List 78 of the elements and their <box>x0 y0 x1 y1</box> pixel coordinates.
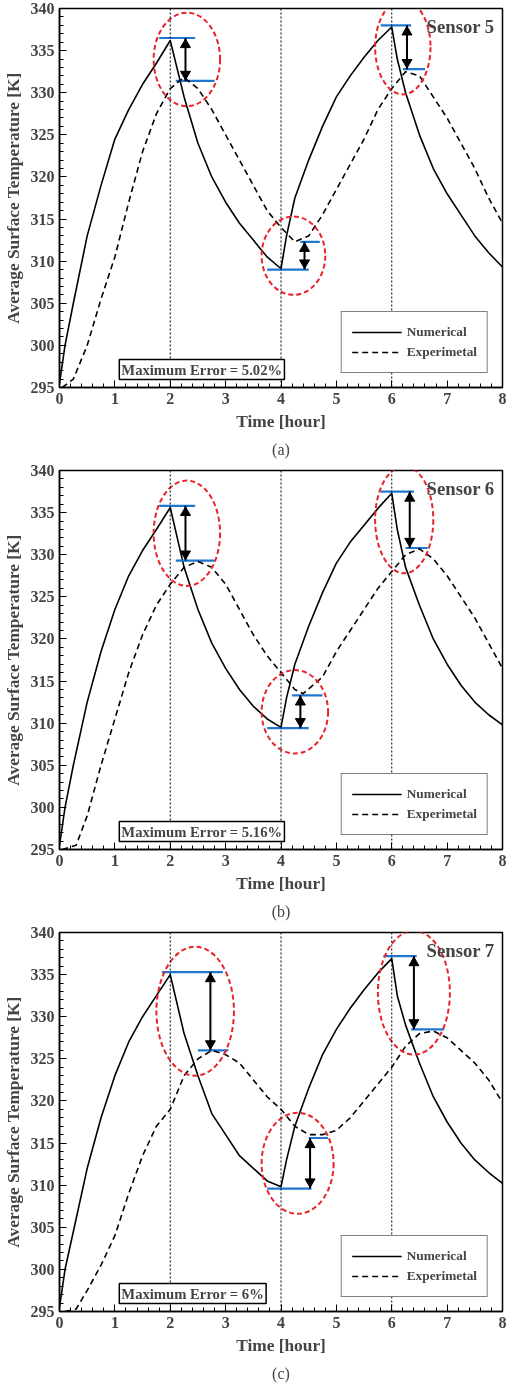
legend-label: Numerical <box>406 1248 467 1264</box>
x-tick-label: 4 <box>277 1313 285 1331</box>
y-tick-label: 330 <box>30 84 55 102</box>
y-tick-label: 320 <box>30 168 55 186</box>
x-tick-label: 8 <box>498 389 507 407</box>
x-tick-label: 6 <box>387 389 396 407</box>
legend-label: Experimetal <box>406 806 477 822</box>
y-tick-label: 310 <box>30 1176 55 1194</box>
y-tick-label: 330 <box>30 546 55 564</box>
y-tick-label: 300 <box>30 1260 55 1278</box>
x-tick-label: 5 <box>332 389 341 407</box>
x-tick-label: 2 <box>166 389 175 407</box>
annotation: Maximum Error = 5.02% <box>121 361 283 378</box>
annotation: Maximum Error = 6% <box>121 1285 264 1302</box>
x-tick-label: 1 <box>110 851 119 869</box>
y-tick-label: 305 <box>30 1218 55 1236</box>
y-tick-label: 330 <box>30 1008 55 1026</box>
y-tick-label: 340 <box>30 0 55 17</box>
x-tick-label: 8 <box>498 851 507 869</box>
y-tick-label: 300 <box>30 336 55 354</box>
x-tick-label: 2 <box>166 851 175 869</box>
y-tick-label: 325 <box>30 126 55 144</box>
y-tick-label: 340 <box>30 924 55 941</box>
x-tick-label: 0 <box>55 389 64 407</box>
x-axis-title: Time [hour] <box>236 873 326 893</box>
text: (c) <box>272 1364 290 1383</box>
x-tick-label: 7 <box>443 851 452 869</box>
y-tick-label: 340 <box>30 462 55 479</box>
x-tick-label: 3 <box>221 851 230 869</box>
y-tick-label: 305 <box>30 756 55 774</box>
x-tick-label: 8 <box>498 1313 507 1331</box>
y-tick-label: 320 <box>30 1092 55 1110</box>
y-tick-label: 315 <box>30 672 55 690</box>
annotation: Sensor 6 <box>426 477 495 499</box>
x-tick-label: 4 <box>277 389 285 407</box>
x-tick-label: 7 <box>443 389 452 407</box>
annotation: Sensor 7 <box>426 939 495 961</box>
y-axis-title: Average Surface Temperature [K] <box>3 534 23 786</box>
y-tick-label: 335 <box>30 966 55 984</box>
legend-label: Numerical <box>406 786 467 802</box>
x-tick-label: 6 <box>387 851 396 869</box>
x-tick-label: 4 <box>277 851 285 869</box>
x-tick-label: 5 <box>332 851 341 869</box>
y-tick-label: 335 <box>30 504 55 522</box>
y-tick-label: 300 <box>30 798 55 816</box>
x-tick-label: 1 <box>110 389 119 407</box>
legend-label: Numerical <box>406 324 467 340</box>
annotation: Sensor 5 <box>426 15 495 37</box>
annotation: Maximum Error = 5.16% <box>121 823 283 840</box>
y-tick-label: 295 <box>30 841 55 858</box>
x-axis-title: Time [hour] <box>236 1335 326 1355</box>
y-tick-label: 315 <box>30 210 55 228</box>
legend-label: Experimetal <box>406 344 477 360</box>
x-axis-title: Time [hour] <box>236 411 326 431</box>
legend-label: Experimetal <box>406 1268 477 1284</box>
y-tick-label: 310 <box>30 714 55 732</box>
x-tick-label: 2 <box>166 1313 175 1331</box>
y-tick-label: 335 <box>30 42 55 60</box>
y-tick-label: 320 <box>30 630 55 648</box>
y-tick-label: 310 <box>30 252 55 270</box>
x-tick-label: 0 <box>55 1313 64 1331</box>
text: (a) <box>272 440 290 459</box>
y-tick-label: 325 <box>30 588 55 606</box>
x-tick-label: 3 <box>221 1313 230 1331</box>
x-tick-label: 6 <box>387 1313 396 1331</box>
x-tick-label: 3 <box>221 389 230 407</box>
text: (b) <box>271 902 291 921</box>
y-tick-label: 295 <box>30 1303 55 1320</box>
y-tick-label: 305 <box>30 294 55 312</box>
x-tick-label: 1 <box>110 1313 119 1331</box>
x-tick-label: 7 <box>443 1313 452 1331</box>
x-tick-label: 5 <box>332 1313 341 1331</box>
y-axis-title: Average Surface Temperature [K] <box>3 996 23 1248</box>
y-tick-label: 315 <box>30 1134 55 1152</box>
y-axis-title: Average Surface Temperature [K] <box>3 72 23 324</box>
x-tick-label: 0 <box>55 851 64 869</box>
y-tick-label: 325 <box>30 1050 55 1068</box>
y-tick-label: 295 <box>30 379 55 396</box>
